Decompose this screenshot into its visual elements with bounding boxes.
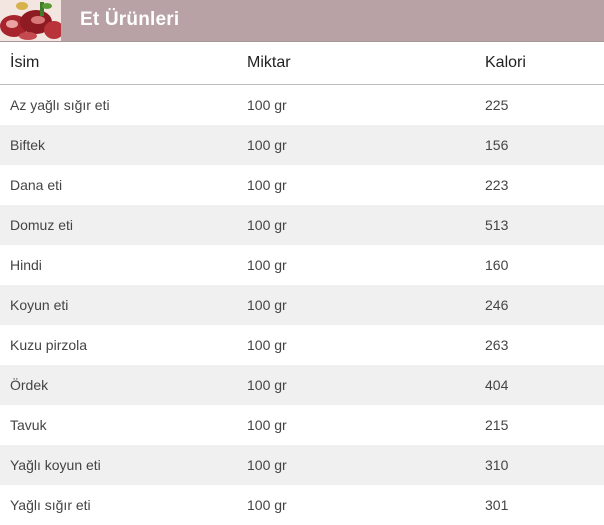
header-name[interactable]: İsim xyxy=(10,54,40,71)
cell-name: Az yağlı sığır eti xyxy=(10,97,110,113)
cell-name: Ördek xyxy=(10,377,49,393)
table-body: Az yağlı sığır eti 100 gr 225 Biftek 100… xyxy=(0,85,604,525)
cell-calories: 225 xyxy=(485,97,509,113)
cell-calories: 310 xyxy=(485,457,509,473)
cell-calories: 301 xyxy=(485,497,509,513)
cell-amount: 100 gr xyxy=(247,337,287,353)
table-row: Koyun eti 100 gr 246 xyxy=(0,285,604,325)
cell-amount: 100 gr xyxy=(247,137,287,153)
cell-calories: 156 xyxy=(485,137,509,153)
cell-name: Yağlı koyun eti xyxy=(10,457,101,473)
cell-amount: 100 gr xyxy=(247,217,287,233)
table-row: Yağlı koyun eti 100 gr 310 xyxy=(0,445,604,485)
cell-amount: 100 gr xyxy=(247,257,287,273)
cell-calories: 215 xyxy=(485,417,509,433)
cell-calories: 246 xyxy=(485,297,509,313)
cell-name: Kuzu pirzola xyxy=(10,337,88,353)
cell-amount: 100 gr xyxy=(247,377,287,393)
category-banner: Et Ürünleri xyxy=(0,0,604,42)
meat-photo-icon xyxy=(0,0,61,41)
banner-title: Et Ürünleri xyxy=(80,9,180,30)
header-amount[interactable]: Miktar xyxy=(247,54,291,71)
table-row: Tavuk 100 gr 215 xyxy=(0,405,604,445)
table-row: Domuz eti 100 gr 513 xyxy=(0,205,604,245)
cell-amount: 100 gr xyxy=(247,177,287,193)
cell-amount: 100 gr xyxy=(247,297,287,313)
cell-calories: 160 xyxy=(485,257,509,273)
cell-calories: 513 xyxy=(485,217,509,233)
cell-name: Koyun eti xyxy=(10,297,69,313)
cell-calories: 223 xyxy=(485,177,509,193)
table-row: Kuzu pirzola 100 gr 263 xyxy=(0,325,604,365)
table-row: Dana eti 100 gr 223 xyxy=(0,165,604,205)
header-calories[interactable]: Kalori xyxy=(485,54,526,71)
cell-amount: 100 gr xyxy=(247,97,287,113)
cell-calories: 404 xyxy=(485,377,509,393)
table-row: Biftek 100 gr 156 xyxy=(0,125,604,165)
cell-name: Tavuk xyxy=(10,417,47,433)
cell-name: Hindi xyxy=(10,257,42,273)
table-row: Ördek 100 gr 404 xyxy=(0,365,604,405)
table-row: Yağlı sığır eti 100 gr 301 xyxy=(0,485,604,525)
cell-name: Yağlı sığır eti xyxy=(10,497,91,513)
table-row: Az yağlı sığır eti 100 gr 225 xyxy=(0,85,604,125)
table-header: İsim Miktar Kalori xyxy=(0,42,604,85)
cell-name: Dana eti xyxy=(10,177,63,193)
cell-amount: 100 gr xyxy=(247,497,287,513)
cell-calories: 263 xyxy=(485,337,509,353)
cell-name: Biftek xyxy=(10,137,46,153)
cell-amount: 100 gr xyxy=(247,457,287,473)
table-row: Hindi 100 gr 160 xyxy=(0,245,604,285)
cell-amount: 100 gr xyxy=(247,417,287,433)
cell-name: Domuz eti xyxy=(10,217,74,233)
